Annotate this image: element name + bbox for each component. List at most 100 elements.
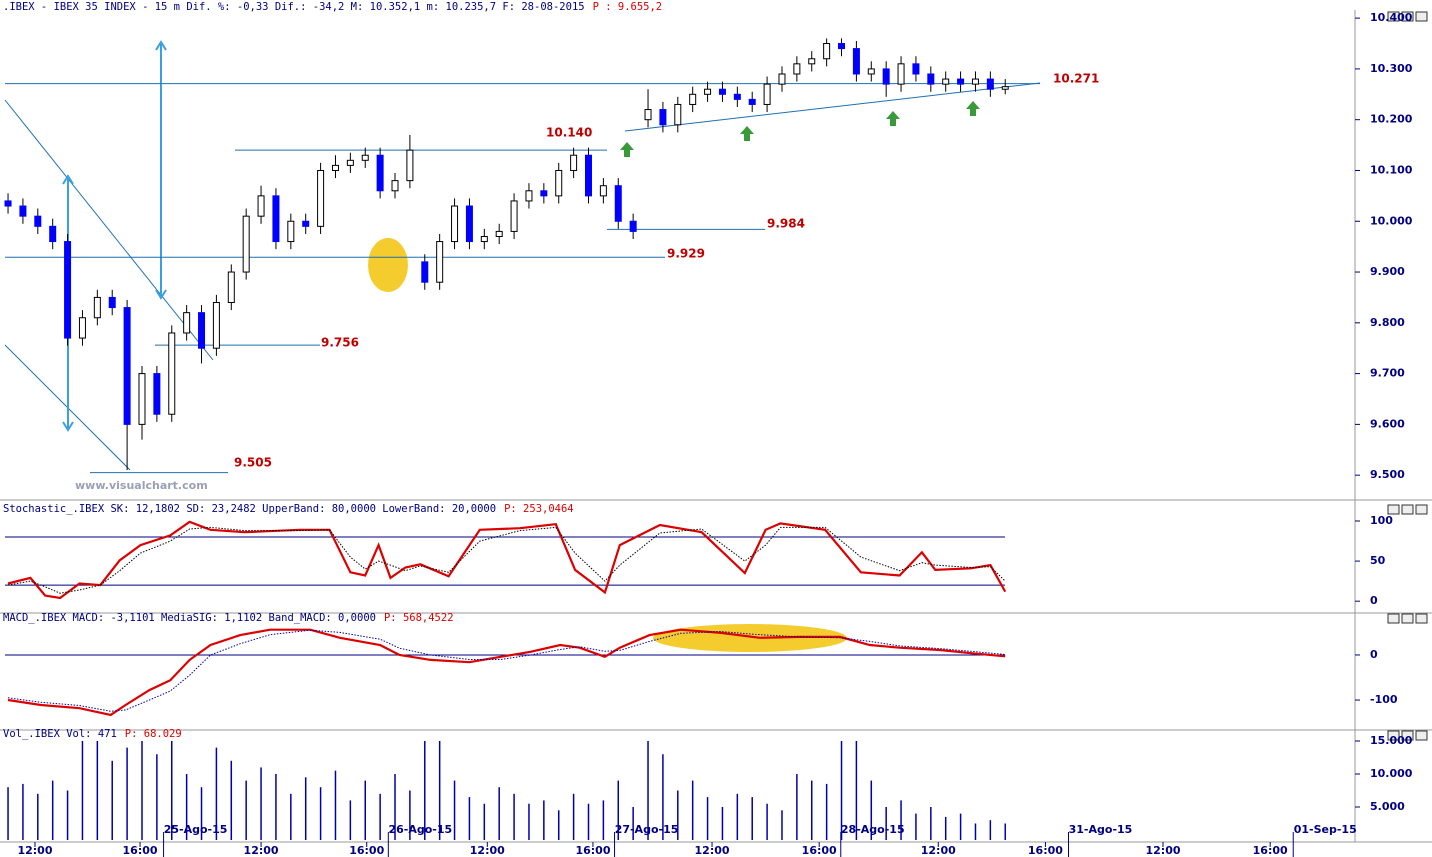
candle-body — [674, 103, 682, 126]
triangle-line — [624, 82, 1041, 132]
x-tick-label: 16:00 — [123, 844, 158, 857]
candle-body — [93, 296, 101, 319]
candle-body — [718, 88, 726, 95]
candle-body — [540, 190, 548, 197]
header-price: P: 68.029 — [125, 728, 182, 740]
candle-body — [555, 169, 563, 197]
green-arrows — [620, 101, 980, 157]
candle-body — [629, 220, 637, 232]
candle-body — [704, 88, 712, 95]
candle-body — [644, 109, 652, 121]
date-label: 25-Ago-15 — [164, 823, 228, 836]
candle-body — [957, 78, 965, 85]
x-tick-label: 12:00 — [1145, 844, 1180, 857]
header-title: Vol_.IBEX Vol: 471 — [3, 728, 117, 740]
y-tick-label: 10.200 — [1370, 113, 1413, 126]
candle-body — [510, 200, 518, 232]
y-tick-label: 0 — [1370, 648, 1378, 661]
y-tick-label: 9.500 — [1370, 468, 1405, 481]
y-tick-label: 9.900 — [1370, 265, 1405, 278]
y-tick-label: 10.100 — [1370, 163, 1413, 176]
candle-body — [227, 271, 235, 304]
candle-body — [971, 78, 979, 85]
candle-body — [748, 98, 756, 105]
x-tick-label: 16:00 — [349, 844, 384, 857]
y-tick-label: 9.700 — [1370, 367, 1405, 380]
candle-body — [927, 73, 935, 85]
y-tick-label: -100 — [1370, 693, 1398, 706]
decorations — [4, 40, 1041, 652]
candle-body — [212, 302, 220, 349]
candle-body — [451, 205, 459, 243]
y-tick-label: 10.300 — [1370, 62, 1413, 75]
candle-body — [659, 109, 667, 126]
candle-body — [108, 296, 116, 309]
x-tick-label: 16:00 — [1028, 844, 1063, 857]
candle-body — [480, 235, 488, 243]
candle-body — [689, 93, 697, 105]
candle-body — [465, 205, 473, 243]
candle-body — [584, 154, 592, 197]
panel-header: Vol_.IBEX Vol: 471 P: 68.029 — [3, 728, 182, 740]
x-tick-label: 12:00 — [695, 844, 730, 857]
y-tick-label: 9.600 — [1370, 417, 1405, 430]
x-tick-label: 12:00 — [921, 844, 956, 857]
candle-body — [34, 215, 42, 227]
date-label: 26-Ago-15 — [388, 823, 452, 836]
highlight — [368, 238, 408, 292]
panel-header: Stochastic_.IBEX SK: 12,1802 SD: 23,2482… — [3, 503, 574, 515]
candle-body — [823, 43, 831, 60]
x-tick-label: 16:00 — [1253, 844, 1288, 857]
candle-body — [242, 215, 250, 273]
series-line — [7, 628, 1006, 717]
header-title: Stochastic_.IBEX SK: 12,1802 SD: 23,2482… — [3, 503, 496, 515]
candle-body — [78, 317, 86, 339]
candle-body — [912, 63, 920, 75]
candle-body — [331, 164, 339, 171]
candle-body — [525, 190, 533, 202]
candle-body — [733, 93, 741, 100]
candle-body — [495, 230, 503, 237]
channel-line — [4, 99, 214, 361]
header-price: P: 568,4522 — [384, 612, 454, 624]
candle-body — [808, 58, 816, 65]
candle-body — [302, 220, 310, 227]
candle-body — [168, 332, 176, 415]
level-label: 9.929 — [667, 247, 705, 261]
candle-body — [599, 185, 607, 197]
candle-body — [421, 261, 429, 283]
candle-body — [198, 312, 206, 349]
volume-bars — [7, 741, 1006, 840]
date-label: 01-Sep-15 — [1294, 823, 1357, 836]
frame — [0, 10, 1432, 843]
candle-body — [897, 63, 905, 85]
candle-body — [867, 68, 875, 75]
level-label: 9.756 — [321, 336, 359, 350]
candle-body — [4, 200, 12, 207]
candle-body — [317, 169, 325, 227]
header-price: P : 9.655,2 — [593, 1, 663, 13]
candle-body — [153, 373, 161, 415]
candle-body — [436, 241, 444, 283]
watermark: www.visualchart.com — [75, 479, 208, 492]
y-tick-label: 50 — [1370, 554, 1386, 567]
candle-body — [138, 373, 146, 425]
y-tick-label: 9.800 — [1370, 316, 1405, 329]
header-price: P: 253,0464 — [504, 503, 574, 515]
candle-body — [793, 63, 801, 75]
candle-body — [986, 78, 994, 90]
candle-body — [778, 73, 786, 85]
candle-body — [272, 195, 280, 243]
candle-body — [123, 307, 131, 425]
level-label: 10.271 — [1053, 72, 1099, 86]
candle-body — [852, 48, 860, 75]
date-label: 28-Ago-15 — [841, 823, 905, 836]
candle-body — [287, 220, 295, 243]
date-label: 31-Ago-15 — [1069, 823, 1133, 836]
header-title: .IBEX - IBEX 35 INDEX - 15 m Dif. %: -0,… — [3, 1, 585, 13]
x-tick-label: 16:00 — [575, 844, 610, 857]
series-line — [7, 520, 1007, 600]
candle-body — [183, 312, 191, 334]
y-tick-label: 10.000 — [1370, 767, 1413, 780]
